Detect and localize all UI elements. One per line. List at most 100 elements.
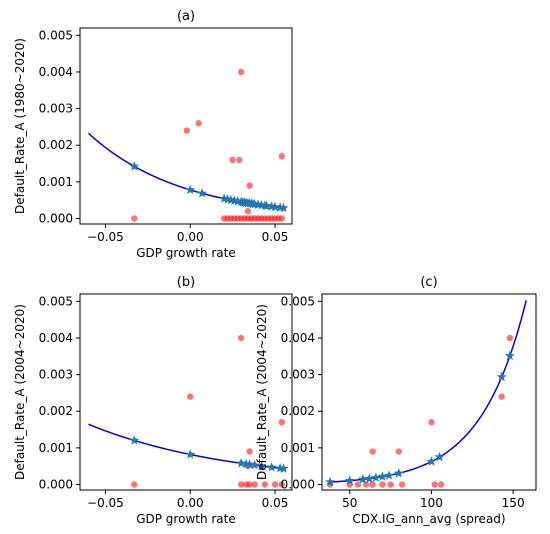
fitted-point	[377, 471, 388, 481]
x-tick-label: 0.00	[177, 230, 204, 244]
fitted-point	[393, 468, 404, 478]
fitted-point	[266, 462, 277, 472]
fitted-point	[278, 202, 289, 213]
observed-point	[244, 207, 252, 215]
fitted-point	[185, 184, 196, 195]
observed-point	[278, 153, 286, 160]
x-tick-label: 50	[342, 496, 357, 510]
fitted-point	[325, 476, 336, 487]
x-tick-label: 0.05	[262, 230, 289, 244]
plot-area	[88, 334, 289, 488]
observed-point	[387, 481, 394, 488]
fitted-point	[261, 200, 272, 211]
observed-point	[237, 68, 245, 76]
fitted-point	[236, 458, 247, 468]
fitted-point	[357, 474, 368, 484]
fitted-point	[434, 451, 445, 462]
observed-point	[131, 481, 138, 488]
fitted-point	[256, 460, 267, 471]
fitted-point	[129, 435, 140, 445]
y-tick-label: 0.002	[281, 404, 315, 418]
y-tick-label: 0.003	[39, 102, 73, 116]
plot-frame	[79, 27, 293, 225]
observed-point	[398, 481, 406, 488]
observed-point	[237, 334, 245, 342]
x-tick-label: 100	[420, 496, 443, 510]
x-tick-label: 150	[502, 496, 525, 510]
x-tick-label: 0.05	[262, 496, 289, 510]
observed-point	[369, 481, 376, 488]
observed-point	[131, 215, 138, 222]
y-tick-label: 0.003	[281, 368, 315, 382]
fitted-point	[197, 188, 208, 198]
y-axis-label: Default_Rate_A (2004~2020)	[255, 304, 269, 480]
observed-point	[237, 481, 245, 488]
observed-point	[506, 334, 514, 342]
y-tick-label: 0.002	[39, 138, 73, 152]
observed-point	[236, 156, 243, 164]
observed-point	[395, 448, 402, 455]
plot-area	[325, 300, 527, 488]
observed-point	[251, 481, 258, 488]
panel-a: (a) −0.05 0.00 0.05 0.000 0.001 0.002 0.003 0.00…	[13, 9, 293, 260]
observed-point	[428, 419, 435, 426]
chart-title: (a)	[177, 9, 195, 24]
observed-point	[261, 481, 269, 488]
observed-point	[271, 481, 279, 488]
observed-point	[438, 481, 445, 488]
observed-point	[278, 481, 286, 488]
y-tick-label: 0.000	[39, 478, 73, 492]
fitted-point	[129, 161, 140, 171]
y-tick-label: 0.003	[39, 368, 73, 382]
fitted-point	[244, 459, 255, 469]
y-tick-label: 0.004	[281, 331, 315, 345]
panel-c: (c) 50 100 150 0.000 0.001 0.002 0.003 0.004 0.00…	[255, 275, 537, 526]
y-tick-label: 0.005	[39, 294, 73, 308]
observed-point	[246, 182, 253, 189]
y-tick-label: 0.001	[39, 441, 73, 455]
observed-point	[183, 127, 191, 134]
x-axis-label: GDP growth rate	[136, 512, 236, 526]
observed-point	[246, 448, 253, 455]
fitted-point	[344, 475, 355, 485]
plot-area	[87, 68, 289, 222]
observed-point	[229, 156, 236, 164]
fitted-point	[496, 371, 507, 382]
chart-title: (b)	[177, 275, 195, 290]
fitted-point	[185, 449, 196, 459]
x-axis-label: CDX.IG_ann_avg (spread)	[352, 512, 505, 526]
x-tick-label: 0.00	[177, 496, 204, 510]
panel-b: (b) −0.05 0.00 0.05 0.000 0.001 0.002 0.003 0.00…	[13, 275, 293, 526]
observed-point	[362, 481, 370, 488]
fitted-curve	[330, 300, 527, 483]
fitted-point	[270, 201, 280, 212]
y-tick-label: 0.005	[281, 294, 315, 308]
observed-point	[379, 481, 386, 488]
observed-point	[431, 481, 438, 488]
fitted-point	[364, 473, 375, 483]
observed-point	[354, 481, 362, 488]
y-tick-label: 0.005	[39, 28, 73, 42]
y-axis-label: Default_Rate_A (2004~2020)	[13, 304, 27, 480]
fitted-point	[426, 456, 437, 466]
y-tick-label: 0.001	[39, 175, 73, 189]
plot-frame	[321, 293, 537, 491]
observed-point	[278, 419, 286, 426]
y-tick-label: 0.000	[281, 478, 315, 492]
chart-title: (c)	[420, 275, 437, 290]
y-tick-label: 0.001	[281, 441, 315, 455]
y-axis-label: Default_Rate_A (1980~2020)	[13, 38, 27, 214]
plot-frame	[79, 293, 293, 491]
x-tick-label: −0.05	[87, 230, 124, 244]
fitted-point	[384, 470, 394, 480]
y-tick-label: 0.000	[39, 212, 73, 226]
observed-point	[246, 481, 253, 488]
observed-point	[498, 393, 505, 400]
observed-point	[195, 120, 202, 127]
y-tick-label: 0.004	[39, 331, 73, 345]
fitted-curve	[87, 132, 286, 209]
x-tick-label: −0.05	[87, 496, 124, 510]
fitted-point	[504, 350, 515, 361]
fitted-point	[249, 459, 260, 470]
